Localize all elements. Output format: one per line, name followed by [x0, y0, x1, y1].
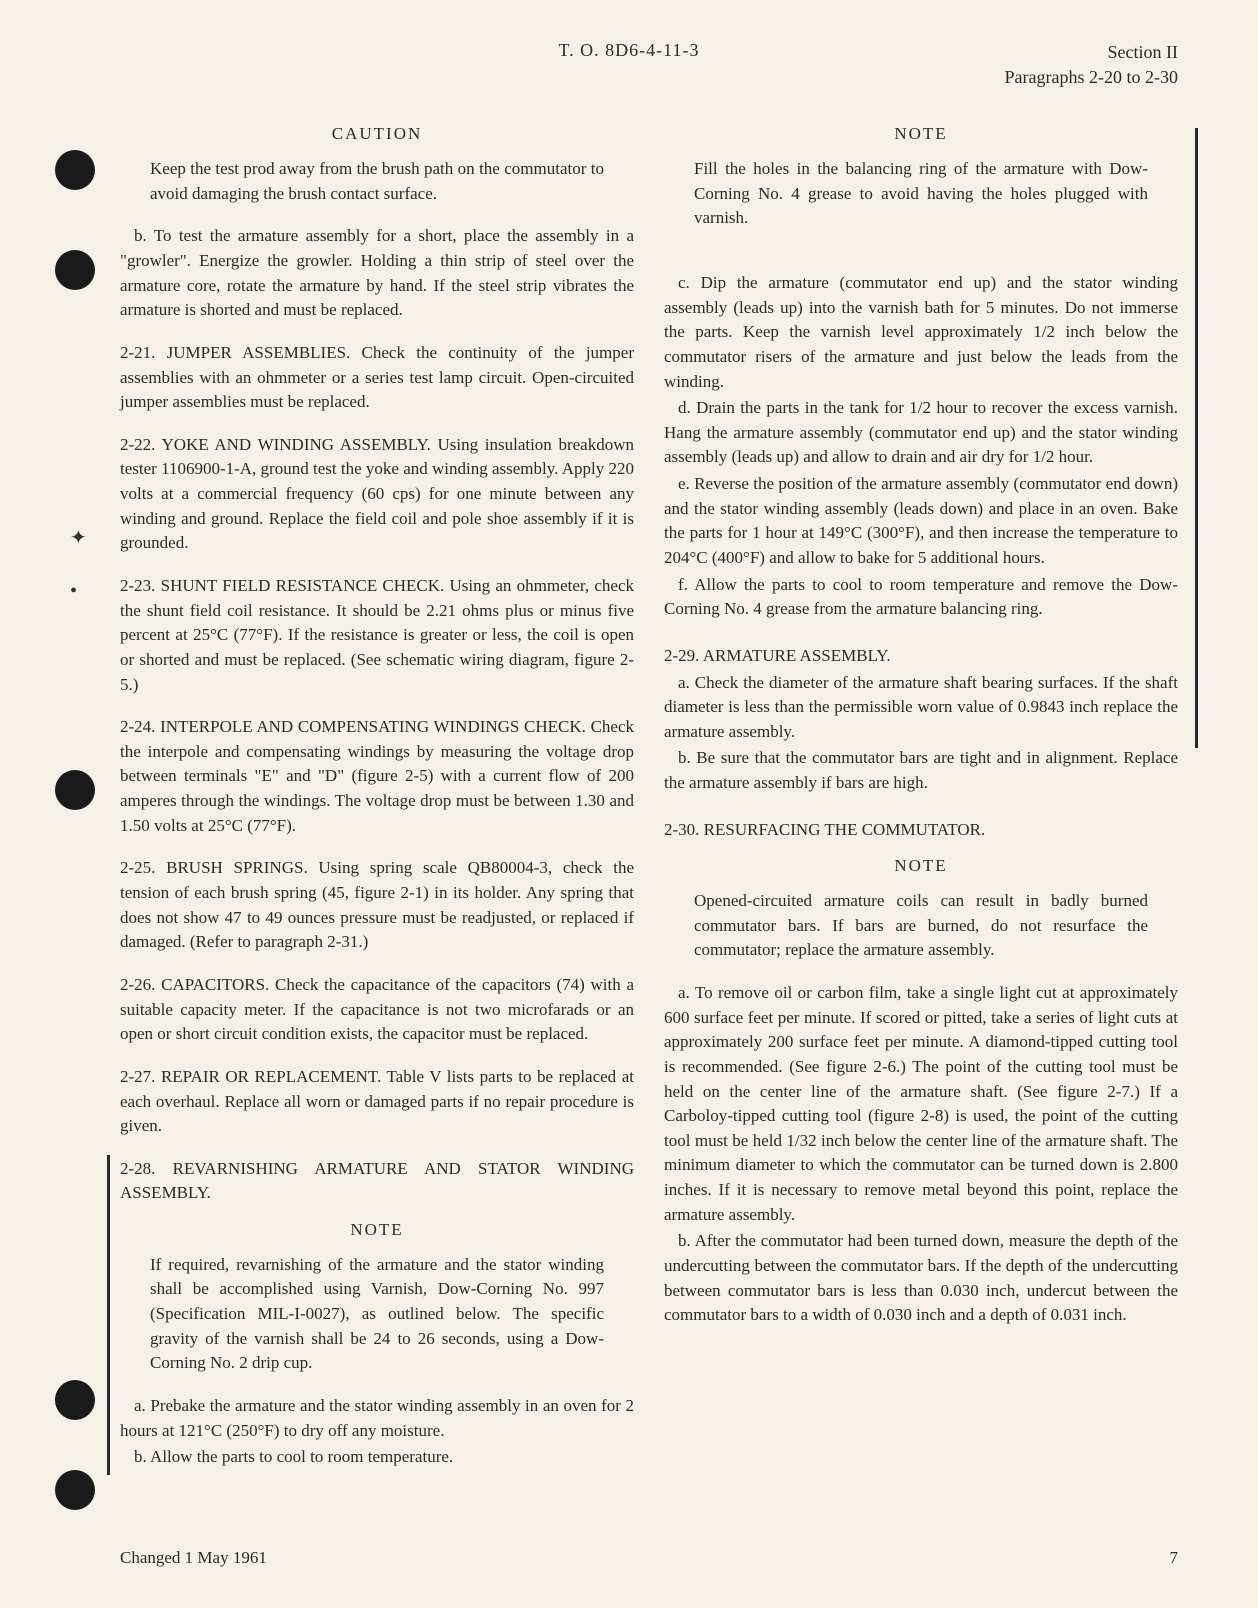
paragraph-2-25: 2-25. BRUSH SPRINGS. Using spring scale …: [120, 856, 634, 955]
paragraph-2-27: 2-27. REPAIR OR REPLACEMENT. Table V lis…: [120, 1065, 634, 1139]
left-column: CAUTION Keep the test prod away from the…: [120, 110, 634, 1471]
paragraph-f: f. Allow the parts to cool to room tempe…: [664, 573, 1178, 622]
note-heading: NOTE: [664, 122, 1178, 147]
document-page: T. O. 8D6-4-11-3 Section II Paragraphs 2…: [0, 0, 1258, 1608]
paragraph-d: d. Drain the parts in the tank for 1/2 h…: [664, 396, 1178, 470]
page-header: T. O. 8D6-4-11-3 Section II Paragraphs 2…: [120, 40, 1178, 90]
caution-heading: CAUTION: [120, 122, 634, 147]
note-heading: NOTE: [120, 1218, 634, 1243]
paragraph-c: c. Dip the armature (commutator end up) …: [664, 271, 1178, 394]
page-number: 7: [1170, 1548, 1179, 1568]
right-column: NOTE Fill the holes in the balancing rin…: [664, 110, 1178, 1471]
paragraph-2-28-title: 2-28. REVARNISHING ARMATURE AND STATOR W…: [120, 1157, 634, 1206]
paragraph-range: Paragraphs 2-20 to 2-30: [1005, 65, 1178, 90]
paragraph-e: e. Reverse the position of the armature …: [664, 472, 1178, 571]
paragraph-2-28a: a. Prebake the armature and the stator w…: [120, 1394, 634, 1443]
section-label: Section II: [1005, 40, 1178, 65]
paragraph-2-29-title: 2-29. ARMATURE ASSEMBLY.: [664, 644, 1178, 669]
note-text: Fill the holes in the balancing ring of …: [664, 157, 1178, 231]
paragraph-2-30b: b. After the commutator had been turned …: [664, 1229, 1178, 1328]
paragraph-2-26: 2-26. CAPACITORS. Check the capacitance …: [120, 973, 634, 1047]
paragraph-2-29a: a. Check the diameter of the armature sh…: [664, 671, 1178, 745]
note-2-30: Opened-circuited armature coils can resu…: [664, 889, 1178, 963]
paragraph-2-22: 2-22. YOKE AND WINDING ASSEMBLY. Using i…: [120, 433, 634, 556]
page-footer: Changed 1 May 1961 7: [120, 1548, 1178, 1568]
note-heading: NOTE: [664, 854, 1178, 879]
paragraph-b: b. To test the armature assembly for a s…: [120, 224, 634, 323]
paragraph-2-30-title: 2-30. RESURFACING THE COMMUTATOR.: [664, 818, 1178, 843]
text-columns: CAUTION Keep the test prod away from the…: [120, 110, 1178, 1471]
paragraph-2-24: 2-24. INTERPOLE AND COMPENSATING WINDING…: [120, 715, 634, 838]
paragraph-2-21: 2-21. JUMPER ASSEMBLIES. Check the conti…: [120, 341, 634, 415]
note-2-28: If required, revarnishing of the armatur…: [120, 1253, 634, 1376]
paragraph-2-23: 2-23. SHUNT FIELD RESISTANCE CHECK. Usin…: [120, 574, 634, 697]
paragraph-2-29b: b. Be sure that the commutator bars are …: [664, 746, 1178, 795]
doc-number: T. O. 8D6-4-11-3: [559, 40, 700, 61]
change-date: Changed 1 May 1961: [120, 1548, 267, 1568]
caution-text: Keep the test prod away from the brush p…: [120, 157, 634, 206]
paragraph-2-30a: a. To remove oil or carbon film, take a …: [664, 981, 1178, 1227]
paragraph-2-28b: b. Allow the parts to cool to room tempe…: [120, 1445, 634, 1470]
